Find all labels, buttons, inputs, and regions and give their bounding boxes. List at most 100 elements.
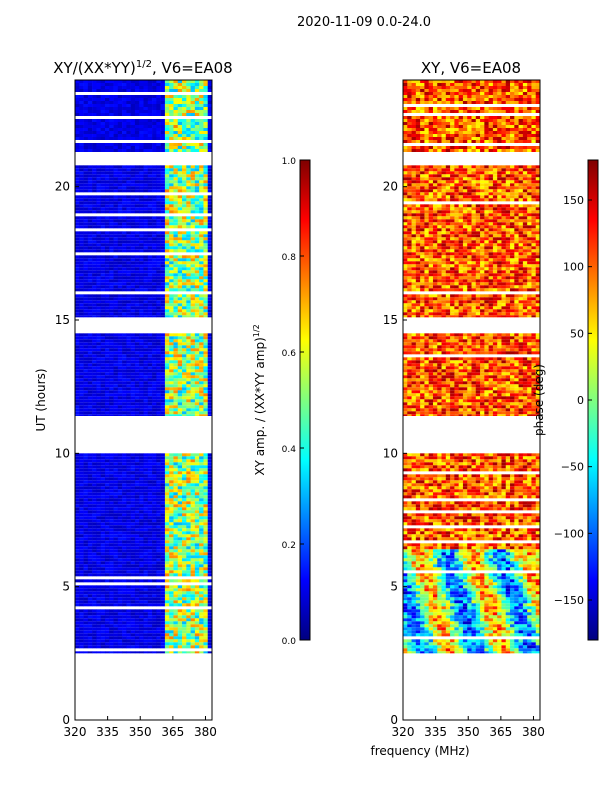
heatmap-cell bbox=[182, 125, 187, 128]
heatmap-cell bbox=[79, 585, 84, 589]
heatmap-cell bbox=[169, 618, 174, 622]
heatmap-cell bbox=[190, 591, 196, 595]
heatmap-cell bbox=[79, 387, 84, 391]
heatmap-cell bbox=[173, 552, 179, 556]
heatmap-cell bbox=[194, 119, 200, 122]
heatmap-cell bbox=[177, 375, 183, 379]
heatmap-cell bbox=[169, 240, 174, 244]
heatmap-cell bbox=[83, 261, 89, 265]
heatmap-cell bbox=[160, 210, 166, 214]
heatmap-cell bbox=[83, 498, 89, 502]
heatmap-cell bbox=[186, 504, 191, 508]
heatmap-cell bbox=[126, 390, 131, 394]
heatmap-cell bbox=[83, 110, 89, 113]
heatmap-cell bbox=[109, 552, 114, 556]
heatmap-cell bbox=[104, 261, 110, 265]
heatmap-cell bbox=[177, 231, 183, 235]
heatmap-cell bbox=[177, 537, 183, 541]
heatmap-cell bbox=[126, 210, 131, 214]
heatmap-cell bbox=[152, 294, 157, 298]
heatmap-cell bbox=[104, 315, 110, 318]
heatmap-cell bbox=[113, 507, 119, 511]
heatmap-cell bbox=[160, 612, 166, 616]
heatmap-cell bbox=[177, 561, 183, 565]
heatmap-cell bbox=[190, 276, 196, 280]
heatmap-cell bbox=[113, 492, 119, 496]
heatmap-cell bbox=[160, 171, 166, 175]
heatmap-cell bbox=[126, 387, 131, 391]
heatmap-cell bbox=[134, 177, 140, 181]
heatmap-cell bbox=[152, 603, 157, 607]
heatmap-cell bbox=[194, 414, 200, 416]
heatmap-cell bbox=[160, 342, 166, 346]
heatmap-cell bbox=[203, 128, 209, 131]
heatmap-cell bbox=[143, 570, 149, 574]
heatmap-cell bbox=[122, 360, 127, 364]
heatmap-cell bbox=[113, 621, 119, 625]
heatmap-cell bbox=[134, 489, 140, 493]
heatmap-cell bbox=[173, 128, 179, 131]
heatmap-cell bbox=[147, 122, 153, 125]
heatmap-cell bbox=[126, 98, 131, 101]
heatmap-cell bbox=[134, 396, 140, 400]
heatmap-cell bbox=[173, 390, 179, 394]
heatmap-cell bbox=[203, 354, 209, 358]
heatmap-cell bbox=[164, 564, 170, 568]
heatmap-cell bbox=[199, 402, 204, 406]
heatmap-cell bbox=[134, 80, 140, 83]
heatmap-cell bbox=[122, 261, 127, 265]
heatmap-cell bbox=[96, 642, 101, 646]
heatmap-cell bbox=[203, 564, 209, 568]
heatmap-cell bbox=[173, 204, 179, 208]
heatmap-cell bbox=[113, 642, 119, 646]
heatmap-cell bbox=[130, 462, 136, 466]
heatmap-cell bbox=[194, 357, 200, 361]
heatmap-cell bbox=[113, 480, 119, 484]
heatmap-cell bbox=[92, 486, 97, 490]
heatmap-cell bbox=[130, 366, 136, 370]
heatmap-cell bbox=[122, 246, 127, 250]
heatmap-cell bbox=[207, 285, 213, 289]
heatmap-cell bbox=[194, 549, 200, 553]
heatmap-cell bbox=[164, 222, 170, 226]
heatmap-cell bbox=[83, 258, 89, 262]
heatmap-cell bbox=[186, 456, 191, 460]
heatmap-cell bbox=[143, 498, 149, 502]
heatmap-cell bbox=[87, 107, 93, 110]
heatmap-cell bbox=[190, 243, 196, 247]
heatmap-cell bbox=[152, 555, 157, 559]
heatmap-cell bbox=[194, 510, 200, 514]
heatmap-cell bbox=[199, 636, 204, 640]
heatmap-cell bbox=[143, 492, 149, 496]
heatmap-cell bbox=[199, 177, 204, 181]
heatmap-cell bbox=[164, 363, 170, 367]
heatmap-cell bbox=[87, 558, 93, 562]
heatmap-cell bbox=[126, 531, 131, 535]
heatmap-cell bbox=[130, 80, 136, 83]
heatmap-cell bbox=[186, 462, 191, 466]
heatmap-cell bbox=[134, 107, 140, 110]
heatmap-cell bbox=[87, 285, 93, 289]
heatmap-cell bbox=[96, 573, 101, 577]
heatmap-cell bbox=[117, 89, 123, 92]
heatmap-cell bbox=[134, 204, 140, 208]
heatmap-cell bbox=[130, 594, 136, 598]
heatmap-cell bbox=[186, 333, 191, 337]
heatmap-cell bbox=[173, 198, 179, 202]
heatmap-cell bbox=[190, 540, 196, 544]
heatmap-cell bbox=[139, 573, 144, 577]
heatmap-cell bbox=[92, 366, 97, 370]
heatmap-cell bbox=[104, 177, 110, 181]
heatmap-cell bbox=[96, 270, 101, 274]
heatmap-cell bbox=[143, 122, 149, 125]
heatmap-cell bbox=[169, 588, 174, 592]
heatmap-cell bbox=[100, 519, 106, 523]
heatmap-cell bbox=[177, 300, 183, 304]
heatmap-cell bbox=[177, 107, 183, 110]
heatmap-cell bbox=[164, 186, 170, 190]
heatmap-cell bbox=[169, 630, 174, 634]
heatmap-cell bbox=[207, 104, 213, 107]
heatmap-cell bbox=[152, 249, 157, 253]
heatmap-cell bbox=[152, 303, 157, 307]
heatmap-cell bbox=[143, 510, 149, 514]
